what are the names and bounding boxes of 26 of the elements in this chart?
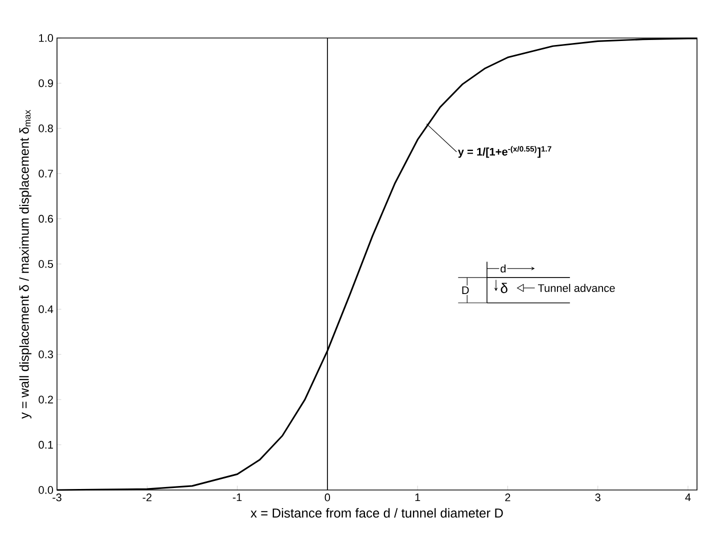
x-tick-label: 0 [324,494,330,502]
y-tick-label: 0.6 [38,214,53,223]
x-tick-label: -1 [232,494,242,502]
annotation: d [500,264,506,273]
y-tick-label: 0.2 [38,396,53,404]
y-tick-label: 0.9 [38,79,53,88]
y-tick-label: 0.7 [38,170,53,178]
annotation: δ [500,282,508,294]
y-axis-title: y = wall displacement δ / maximum displacement δ$_{max}$ [19,110,32,419]
x-tick-label: 4 [685,494,691,502]
y-tick-label: 0.1 [38,440,53,449]
annotation: Tunnel advance [538,284,615,292]
x-tick-label: 3 [595,494,600,502]
y-tick-label: 0.5 [38,260,54,268]
annotation: y = 1/[1+e$^{-(x/0.55)}$]$^{1.7}$ [458,146,552,158]
x-tick-label: 2 [505,494,510,502]
y-tick-label: 0.8 [38,124,53,132]
x-tick-label: -2 [142,494,152,502]
y-tick-label: 0.3 [38,350,53,358]
y-tick-label: 0.0 [38,486,54,494]
x-tick-label: 1 [415,494,420,502]
y-tick-label: 1.0 [39,34,54,42]
annotation: D [462,286,469,294]
x-axis-title: x = Distance from face d / tunnel diameter D [250,508,503,518]
x-tick-label: -3 [52,494,62,502]
y-tick-label: 0.4 [38,305,54,314]
